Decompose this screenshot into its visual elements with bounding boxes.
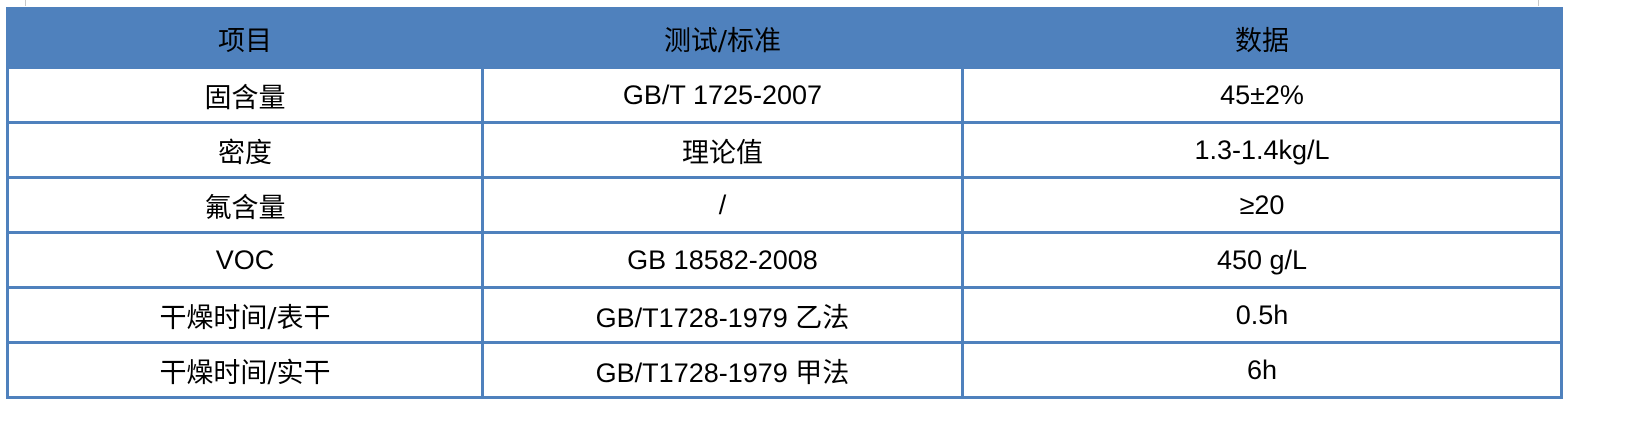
cell-item: 干燥时间/表干 xyxy=(6,286,484,344)
header-data: 数据 xyxy=(961,7,1563,69)
table-row: 氟含量 / ≥20 xyxy=(6,176,1563,234)
cell-data: 1.3-1.4kg/L xyxy=(961,121,1563,179)
header-standard: 测试/标准 xyxy=(481,7,964,69)
table-row: 密度 理论值 1.3-1.4kg/L xyxy=(6,121,1563,179)
cell-data: ≥20 xyxy=(961,176,1563,234)
cell-standard: GB/T1728-1979 甲法 xyxy=(481,341,964,399)
page-corner-mark xyxy=(1538,0,1539,6)
table-row: 固含量 GB/T 1725-2007 45±2% xyxy=(6,66,1563,124)
cell-data: 450 g/L xyxy=(961,231,1563,289)
cell-data: 45±2% xyxy=(961,66,1563,124)
header-item: 项目 xyxy=(6,7,484,69)
cell-standard: GB 18582-2008 xyxy=(481,231,964,289)
cell-standard: 理论值 xyxy=(481,121,964,179)
cell-standard: GB/T 1725-2007 xyxy=(481,66,964,124)
table-row: 干燥时间/表干 GB/T1728-1979 乙法 0.5h xyxy=(6,286,1563,344)
cell-item: 固含量 xyxy=(6,66,484,124)
cell-item: 氟含量 xyxy=(6,176,484,234)
cell-standard: / xyxy=(481,176,964,234)
cell-item: 密度 xyxy=(6,121,484,179)
cell-item: 干燥时间/实干 xyxy=(6,341,484,399)
table-row: 干燥时间/实干 GB/T1728-1979 甲法 6h xyxy=(6,341,1563,399)
page-corner-mark xyxy=(25,0,26,6)
spec-table: 项目 测试/标准 数据 固含量 GB/T 1725-2007 45±2% 密度 … xyxy=(6,7,1563,399)
cell-item: VOC xyxy=(6,231,484,289)
cell-standard: GB/T1728-1979 乙法 xyxy=(481,286,964,344)
cell-data: 6h xyxy=(961,341,1563,399)
cell-data: 0.5h xyxy=(961,286,1563,344)
header-row: 项目 测试/标准 数据 xyxy=(6,7,1563,69)
table-row: VOC GB 18582-2008 450 g/L xyxy=(6,231,1563,289)
